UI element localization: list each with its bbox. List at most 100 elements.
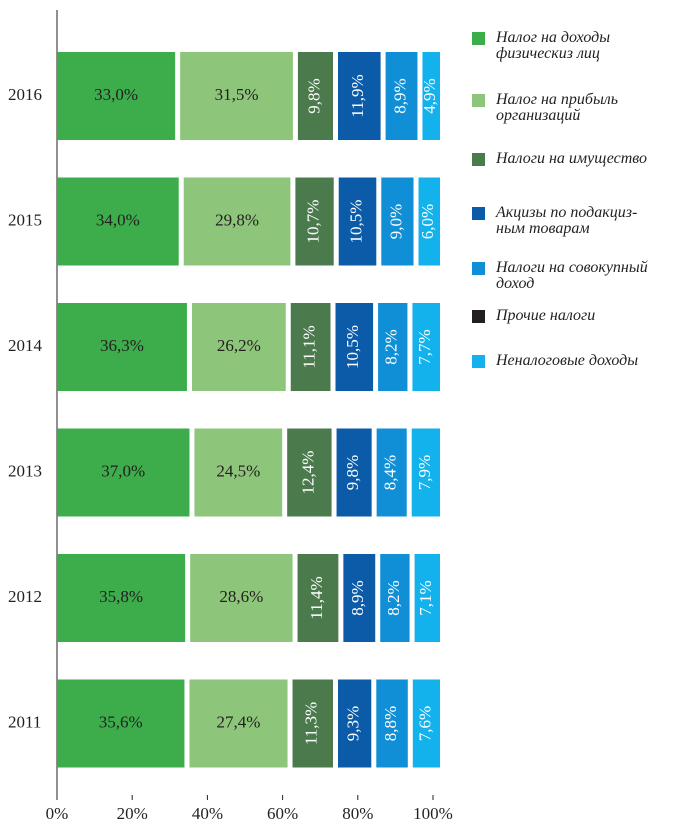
bar-segment (57, 303, 187, 391)
value-label: 33,0% (94, 85, 138, 104)
value-label: 24,5% (216, 461, 260, 480)
bar-segment (337, 679, 372, 768)
y-tick-label: 2014 (8, 336, 43, 355)
y-tick-label: 2016 (8, 85, 42, 104)
value-label: 11,1% (300, 325, 319, 368)
value-label: 31,5% (215, 85, 259, 104)
value-label: 8,8% (381, 706, 400, 741)
value-label: 26,2% (217, 336, 261, 355)
legend-label: Налог на прибыль организаций (496, 91, 619, 124)
x-tick-label: 40% (192, 804, 223, 823)
y-tick-label: 2015 (8, 210, 42, 229)
x-tick-label: 60% (267, 804, 298, 823)
bar-segment (292, 679, 333, 768)
legend-label: Неналоговые доходы (496, 352, 639, 369)
bar-segment (57, 177, 179, 266)
y-tick-label: 2012 (8, 587, 42, 606)
x-tick-label: 100% (413, 804, 453, 823)
bar-segment (343, 554, 376, 642)
legend-swatch (472, 153, 485, 166)
bar-segment (194, 428, 283, 517)
value-label: 8,2% (384, 580, 403, 615)
value-label: 11,4% (307, 576, 326, 619)
legend-item: Налоги на совокупный доход (472, 260, 648, 292)
value-label: 7,7% (415, 329, 434, 364)
legend-swatch (472, 32, 485, 45)
bar-segment (378, 303, 408, 391)
value-label: 10,5% (346, 200, 365, 244)
legend-item: Налоги на имущество (472, 151, 647, 167)
value-label: 9,3% (344, 706, 363, 741)
value-label: 12,4% (298, 451, 317, 495)
value-label: 29,8% (215, 210, 259, 229)
bar-segment (418, 177, 440, 266)
value-label: 28,6% (219, 587, 263, 606)
bar-segment (335, 303, 374, 391)
bar-segment (376, 428, 407, 517)
value-label: 37,0% (101, 461, 145, 480)
value-label: 10,5% (343, 325, 362, 369)
x-tick-label: 80% (342, 804, 373, 823)
bar-segment (183, 177, 291, 266)
value-label: 9,8% (343, 455, 362, 490)
legend-item: Налог на прибыль организаций (472, 92, 618, 124)
bar-segment (191, 303, 286, 391)
value-label: 7,6% (415, 706, 434, 741)
legend-label: Налог на доходы физическиз лиц (496, 29, 611, 62)
bar-segment (414, 554, 440, 642)
bar-segment (290, 303, 331, 391)
legend-label: Прочие налоги (496, 307, 596, 324)
value-label: 27,4% (217, 712, 261, 731)
y-tick-label: 2013 (8, 461, 42, 480)
bar-segment (336, 428, 372, 517)
value-label: 8,9% (390, 78, 409, 113)
bar-segment (297, 52, 333, 140)
value-label: 36,3% (100, 336, 144, 355)
bar-segment (295, 177, 334, 266)
legend-swatch (472, 262, 485, 275)
bar-segment (287, 428, 332, 517)
x-tick-label: 0% (46, 804, 69, 823)
x-tick-label: 20% (117, 804, 148, 823)
bar-segment (376, 679, 408, 768)
bar-segment (381, 177, 414, 266)
legend-item: Налог на доходы физическиз лиц (472, 30, 610, 62)
bar-segment (57, 554, 186, 642)
bar-segment (385, 52, 418, 140)
value-label: 35,6% (99, 712, 143, 731)
value-label: 7,9% (415, 455, 434, 490)
legend-label: Акцизы по подакциз- ным товарам (496, 204, 638, 237)
bar-segment (57, 52, 176, 140)
value-label: 8,2% (382, 329, 401, 364)
bar-segment (297, 554, 339, 642)
bar-segment (180, 52, 293, 140)
bar-segment (380, 554, 410, 642)
value-label: 10,7% (303, 200, 322, 244)
value-label: 4,9% (420, 78, 439, 113)
bar-segment (422, 52, 440, 140)
bar-segment (190, 554, 293, 642)
bar-segment (412, 303, 440, 391)
value-label: 8,9% (348, 580, 367, 615)
bar-segment (57, 428, 190, 517)
legend-item: Акцизы по подакциз- ным товарам (472, 205, 637, 237)
bar-segment (338, 177, 377, 266)
bar-segment (189, 679, 288, 768)
value-label: 11,3% (302, 702, 321, 745)
value-label: 6,0% (418, 204, 437, 239)
bar-segment (57, 679, 185, 768)
value-label: 9,0% (386, 204, 405, 239)
legend-swatch (472, 355, 485, 368)
value-label: 35,8% (99, 587, 143, 606)
y-tick-label: 2011 (8, 712, 41, 731)
bar-segment (412, 679, 440, 768)
legend-swatch (472, 94, 485, 107)
value-label: 8,4% (381, 455, 400, 490)
legend-swatch (472, 207, 485, 220)
value-label: 11,9% (348, 74, 367, 117)
value-label: 9,8% (304, 78, 323, 113)
legend-item: Прочие налоги (472, 308, 595, 324)
legend-label: Налоги на имущество (496, 150, 647, 167)
